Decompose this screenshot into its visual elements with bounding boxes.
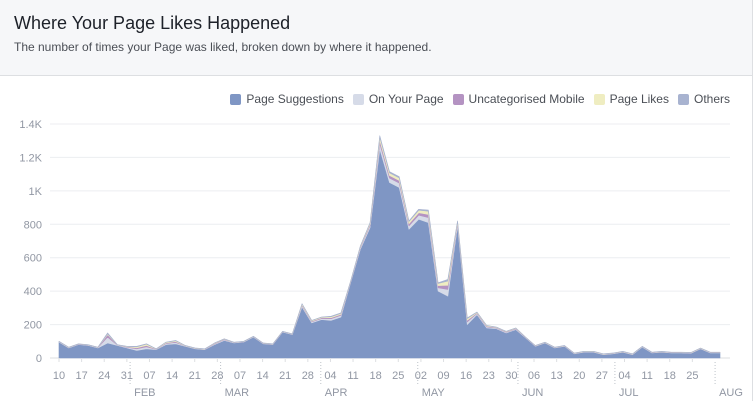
legend-item-page-suggestions[interactable]: Page Suggestions xyxy=(230,92,344,106)
month-label: MAR xyxy=(225,387,250,399)
x-tick-label: 18 xyxy=(370,370,382,382)
x-tick-label: 16 xyxy=(460,370,472,382)
y-tick-label: 600 xyxy=(24,253,42,265)
x-tick-label: 09 xyxy=(437,370,449,382)
y-tick-label: 400 xyxy=(24,286,42,298)
legend-swatch xyxy=(352,93,364,105)
legend-item-on-your-page[interactable]: On Your Page xyxy=(352,92,444,106)
x-tick-label: 07 xyxy=(143,370,155,382)
legend-label: Others xyxy=(693,92,730,106)
panel-header: Where Your Page Likes Happened The numbe… xyxy=(0,0,752,76)
month-label: JUL xyxy=(619,387,639,399)
legend-swatch xyxy=(230,93,242,105)
y-tick-label: 800 xyxy=(24,219,42,231)
y-tick-label: 1.4K xyxy=(19,119,42,131)
legend-swatch xyxy=(677,93,689,105)
x-tick-label: 04 xyxy=(618,370,630,382)
x-tick-label: 28 xyxy=(211,370,223,382)
month-label: FEB xyxy=(134,387,155,399)
legend-label: Uncategorised Mobile xyxy=(468,92,585,106)
y-tick-label: 1.2K xyxy=(19,152,42,164)
x-tick-label: 27 xyxy=(596,370,608,382)
x-tick-label: 20 xyxy=(573,370,585,382)
y-tick-label: 0 xyxy=(36,353,42,365)
legend-item-uncategorised-mobile[interactable]: Uncategorised Mobile xyxy=(452,92,585,106)
x-tick-label: 11 xyxy=(347,370,358,382)
legend-item-others[interactable]: Others xyxy=(677,92,730,106)
x-tick-label: 13 xyxy=(551,370,563,382)
x-tick-label: 07 xyxy=(234,370,246,382)
y-tick-label: 200 xyxy=(24,320,42,332)
x-tick-label: 21 xyxy=(189,370,201,382)
panel-subtitle: The number of times your Page was liked,… xyxy=(14,40,432,54)
x-tick-label: 14 xyxy=(166,370,178,382)
x-tick-label: 31 xyxy=(121,370,133,382)
legend-label: Page Likes xyxy=(609,92,669,106)
x-tick-label: 18 xyxy=(664,370,676,382)
panel-border xyxy=(752,0,753,401)
y-tick-label: 1K xyxy=(29,186,43,198)
legend-swatch xyxy=(593,93,605,105)
month-label: JUN xyxy=(522,387,543,399)
x-tick-label: 06 xyxy=(528,370,540,382)
legend-label: On Your Page xyxy=(368,92,444,106)
x-tick-label: 25 xyxy=(392,370,404,382)
x-tick-label: 21 xyxy=(279,370,291,382)
x-tick-label: 17 xyxy=(75,370,87,382)
x-tick-label: 04 xyxy=(324,370,336,382)
area-others xyxy=(58,135,721,355)
legend-item-page-likes[interactable]: Page Likes xyxy=(593,92,669,106)
x-tick-label: 02 xyxy=(415,370,427,382)
x-tick-label: 24 xyxy=(98,370,110,382)
month-label: AUG xyxy=(719,387,743,399)
x-tick-label: 30 xyxy=(505,370,517,382)
legend-swatch xyxy=(452,93,464,105)
month-label: APR xyxy=(325,387,348,399)
x-tick-label: 25 xyxy=(686,370,698,382)
panel-title: Where Your Page Likes Happened xyxy=(14,13,291,33)
month-label: MAY xyxy=(422,387,446,399)
x-tick-label: 10 xyxy=(53,370,65,382)
x-tick-label: 23 xyxy=(483,370,495,382)
x-tick-label: 28 xyxy=(302,370,314,382)
x-tick-label: 14 xyxy=(256,370,268,382)
chart-legend: Page Suggestions On Your Page Uncategori… xyxy=(230,92,730,106)
x-tick-label: 11 xyxy=(641,370,652,382)
legend-label: Page Suggestions xyxy=(246,92,344,106)
